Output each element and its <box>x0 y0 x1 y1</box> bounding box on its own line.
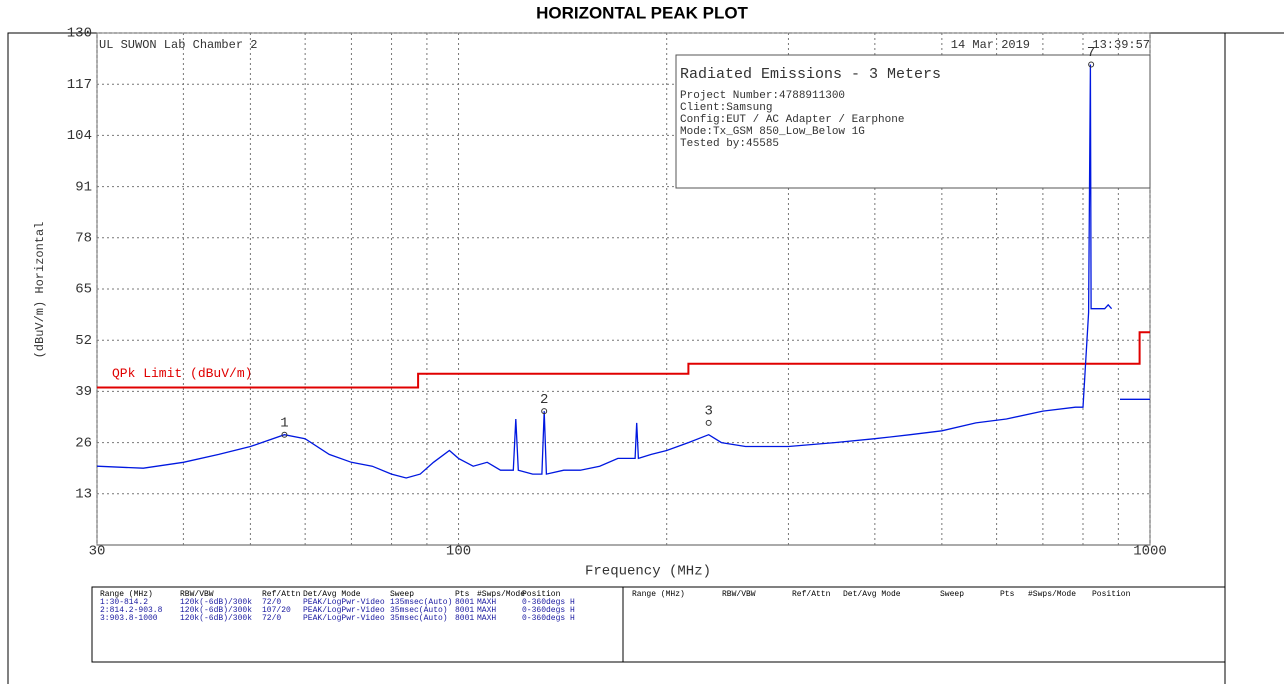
y-tick-label: 13 <box>75 487 92 503</box>
table-cell: 1:30-814.2 <box>100 598 148 607</box>
table-header: RBW/VBW <box>722 590 756 599</box>
y-tick-label: 65 <box>75 282 92 298</box>
marker-label: 2 <box>540 392 548 408</box>
table-cell: MAXH <box>477 606 496 615</box>
header-date: 14 Mar 2019 <box>951 38 1030 52</box>
x-tick-label: 100 <box>446 544 471 560</box>
info-line: Mode:Tx_GSM 850_Low_Below 1G <box>680 126 865 138</box>
chart-title: HORIZONTAL PEAK PLOT <box>536 3 748 22</box>
table-cell: PEAK/LogPwr-Video <box>303 606 385 615</box>
x-axis-label: Frequency (MHz) <box>585 564 711 580</box>
marker <box>705 419 712 426</box>
marker-label: 1 <box>280 415 288 431</box>
table-cell: 0-360degs H <box>522 606 575 615</box>
table-cell: 72/0 <box>262 598 281 607</box>
table-cell: 107/20 <box>262 606 291 615</box>
table-cell: 8001 <box>455 606 474 615</box>
table-header: Sweep <box>940 590 964 599</box>
table-header: Position <box>522 590 561 599</box>
header-left: UL SUWON Lab Chamber 2 <box>99 38 257 52</box>
table-header: Sweep <box>390 590 414 599</box>
info-line: Project Number:4788911300 <box>680 90 845 102</box>
table-header: Det/Avg Mode <box>303 590 361 599</box>
info-line: Config:EUT / AC Adapter / Earphone <box>680 114 904 126</box>
y-axis-label: (dBuV/m) Horizontal <box>33 222 47 359</box>
table-cell: 120k(-6dB)/300k <box>180 598 252 607</box>
table-header: Det/Avg Mode <box>843 590 901 599</box>
info-line: Client:Samsung <box>680 102 772 114</box>
series-line <box>96 64 1150 479</box>
settings-table <box>91 586 1226 663</box>
y-tick-label: 39 <box>75 384 92 400</box>
y-tick-label: 52 <box>75 333 92 349</box>
table-header: Pts <box>455 590 470 599</box>
marker-label: 7 <box>1087 45 1095 61</box>
table-header: #Swps/Mode <box>1028 590 1076 599</box>
grid <box>96 32 1151 545</box>
table-header: Range (MHz) <box>632 590 685 599</box>
x-tick-label: 1000 <box>1133 544 1167 560</box>
table-header: Range (MHz) <box>100 590 153 599</box>
table-cell: 8001 <box>455 598 474 607</box>
table-cell: PEAK/LogPwr-Video <box>303 614 385 623</box>
y-tick-label: 78 <box>75 231 92 247</box>
table-header: Ref/Attn <box>262 590 301 599</box>
table-cell: 0-360degs H <box>522 598 575 607</box>
table-cell: 2:814.2-903.8 <box>100 606 163 615</box>
table-cell: 3:903.8-1000 <box>100 614 158 623</box>
table-cell: 120k(-6dB)/300k <box>180 606 252 615</box>
table-cell: 120k(-6dB)/300k <box>180 614 252 623</box>
legend-label: QPk Limit (dBuV/m) <box>112 366 252 381</box>
table-cell: 0-360degs H <box>522 614 575 623</box>
marker-label: 3 <box>704 404 712 420</box>
info-title: Radiated Emissions - 3 Meters <box>680 66 941 83</box>
table-cell: PEAK/LogPwr-Video <box>303 598 385 607</box>
series-line <box>97 331 1150 389</box>
info-box <box>675 54 1151 189</box>
x-tick-label: 30 <box>89 544 106 560</box>
table-header: Pts <box>1000 590 1015 599</box>
table-header: RBW/VBW <box>180 590 214 599</box>
table-cell: 72/0 <box>262 614 281 623</box>
table-header: Ref/Attn <box>792 590 831 599</box>
table-header: Position <box>1092 590 1131 599</box>
table-cell: 35msec(Auto) <box>390 606 448 615</box>
table-cell: 35msec(Auto) <box>390 614 448 623</box>
y-tick-label: 117 <box>67 77 92 93</box>
marker <box>541 408 548 415</box>
y-tick-label: 91 <box>75 179 92 195</box>
table-cell: MAXH <box>477 614 496 623</box>
y-tick-label: 26 <box>75 435 92 451</box>
table-cell: MAXH <box>477 598 496 607</box>
y-tick-label: 104 <box>67 128 92 144</box>
marker <box>1088 61 1095 68</box>
table-cell: 8001 <box>455 614 474 623</box>
y-tick-label: 130 <box>67 26 92 42</box>
header-time: 13:39:57 <box>1092 38 1150 52</box>
table-header: #Swps/Mode <box>477 590 525 599</box>
table-cell: 135msec(Auto) <box>390 598 452 607</box>
info-line: Tested by:45585 <box>680 138 779 150</box>
marker <box>281 431 288 438</box>
